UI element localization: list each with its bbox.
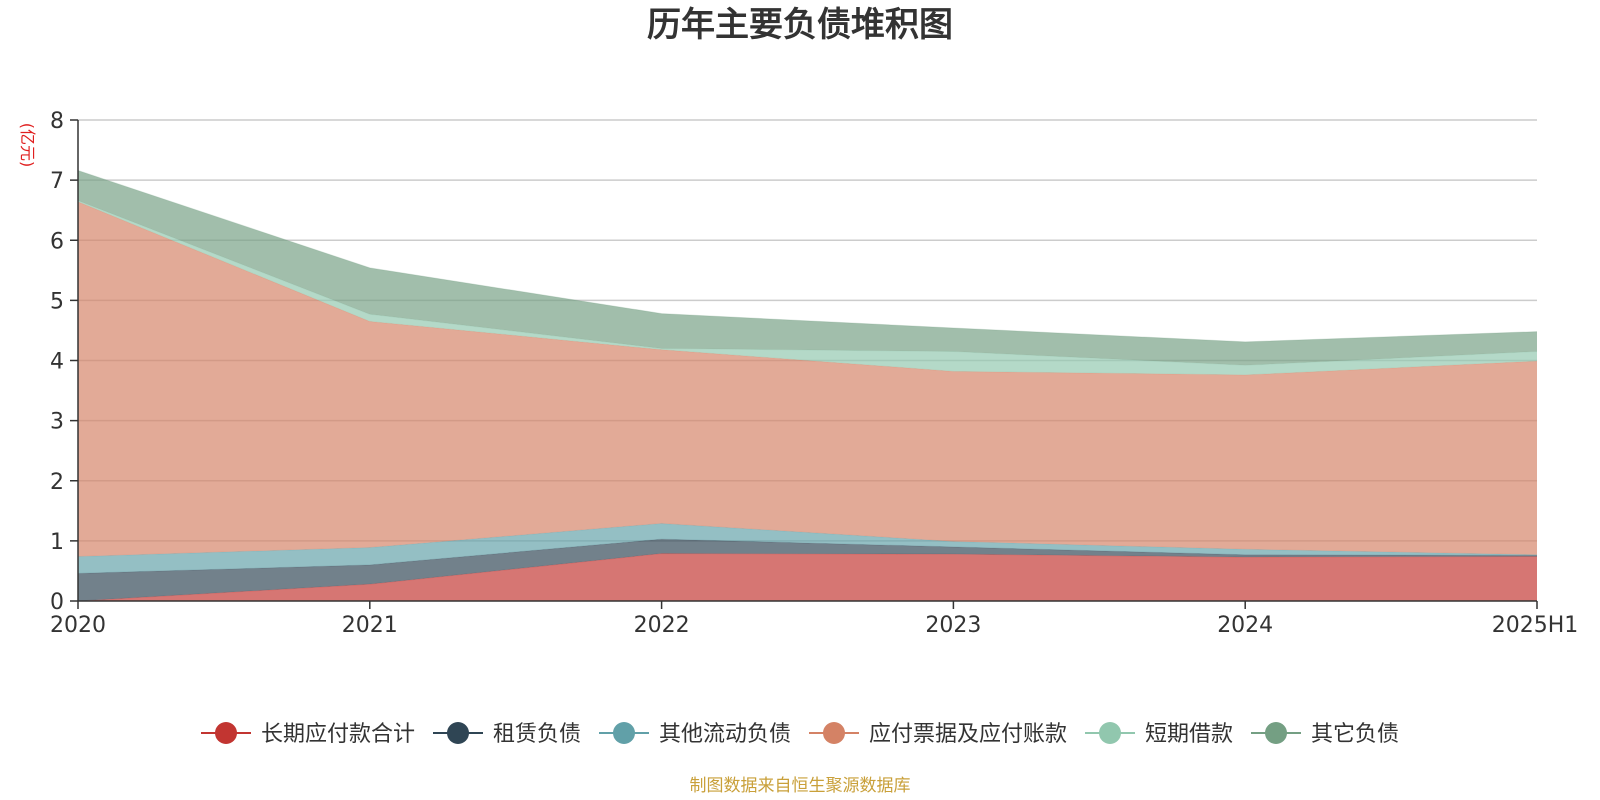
y-tick-label: 7 [50,169,64,194]
y-tick-label: 4 [50,350,64,375]
area-series-group [77,170,1538,602]
y-tick-label: 3 [50,410,64,435]
area-series-6 [78,170,1537,366]
area-series-line-2 [77,538,1538,574]
x-tick-label: 2023 [925,613,981,638]
area-series-4 [78,201,1537,557]
legend-circle-marker [1099,722,1121,744]
area-series-line-6 [77,170,1538,343]
legend-item-6[interactable]: 其它负债 [1251,722,1399,747]
legend-item-1[interactable]: 长期应付款合计 [201,722,415,747]
legend[interactable]: 长期应付款合计 租赁负债 其他流动负债 应付票据及应付账款 短期借款 其它负债 [201,722,1399,747]
legend-label: 应付票据及应付账款 [869,722,1067,747]
legend-label: 长期应付款合计 [261,722,415,747]
area-series-2 [78,539,1537,601]
legend-item-4[interactable]: 应付票据及应付账款 [809,722,1067,747]
axes: 0 1 2 3 4 5 6 7 8 2020 2021 2022 2023 2024 2025H1 [50,109,1578,638]
x-tick-label: 2024 [1217,613,1273,638]
x-tick-label: 2020 [50,613,106,638]
y-tick-label: 5 [50,289,64,314]
legend-item-2[interactable]: 租赁负债 [433,722,581,747]
legend-label: 其他流动负债 [659,722,791,747]
chart-title: 历年主要负债堆积图 [647,5,953,45]
legend-item-3[interactable]: 其他流动负债 [599,722,791,747]
legend-item-5[interactable]: 短期借款 [1085,722,1233,747]
y-tick-label: 2 [50,470,64,495]
legend-circle-marker [613,722,635,744]
area-series-1 [78,553,1537,601]
y-tick-label: 0 [50,590,64,615]
legend-label: 短期借款 [1145,722,1233,747]
legend-circle-marker [823,722,845,744]
y-tick-label: 6 [50,229,64,254]
x-tick-label: 2022 [634,613,690,638]
legend-circle-marker [1265,722,1287,744]
legend-label: 租赁负债 [493,722,581,747]
y-axis-unit-label: (亿元) [18,123,37,168]
legend-circle-marker [447,722,469,744]
legend-label: 其它负债 [1311,722,1399,747]
y-tick-label: 8 [50,109,64,134]
x-tick-label: 2021 [342,613,398,638]
x-tick-label: 2025H1 [1492,613,1579,638]
y-tick-label: 1 [50,530,64,555]
data-source-note: 制图数据来自恒生聚源数据库 [690,776,911,796]
area-series-3 [78,523,1537,574]
legend-circle-marker [215,722,237,744]
